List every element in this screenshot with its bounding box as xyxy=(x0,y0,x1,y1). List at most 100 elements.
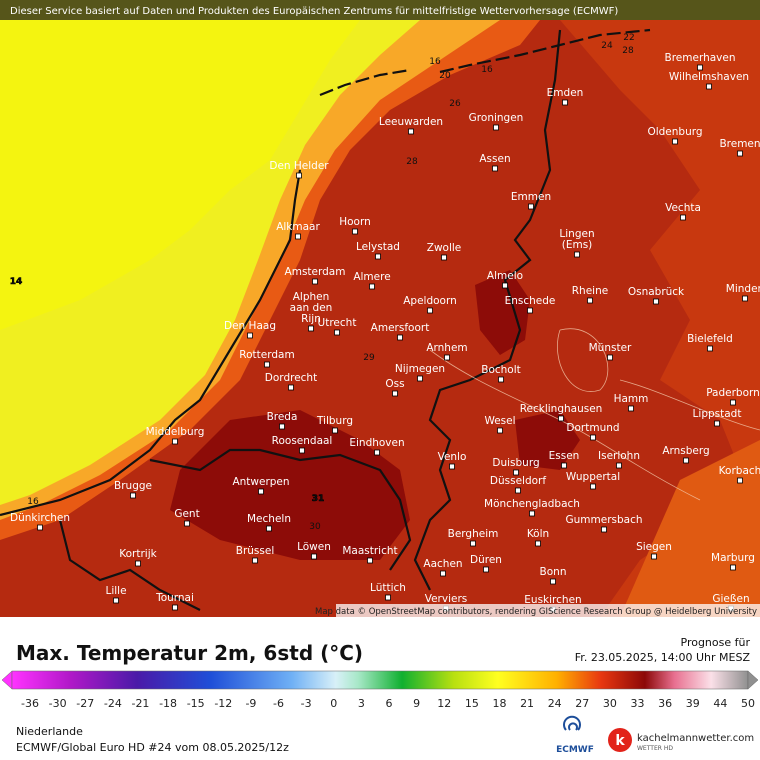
city-label: Rheine xyxy=(572,285,608,297)
city-label: aan den xyxy=(290,302,333,314)
city-marker xyxy=(672,138,678,145)
city-label: Tournai xyxy=(155,592,194,604)
city-marker xyxy=(707,345,713,352)
city-label: Duisburg xyxy=(492,457,539,469)
city-marker xyxy=(352,228,358,235)
colorbar-tick-label: 6 xyxy=(386,697,393,710)
city-label: Verviers xyxy=(425,593,468,605)
city-marker xyxy=(296,172,302,179)
city-marker xyxy=(737,477,743,484)
colorbar-tick-label: -6 xyxy=(273,697,284,710)
contour-label-layer: 16 20 16 24 22 28 26 28 14 29 31 30 16 xyxy=(9,33,634,532)
city-marker xyxy=(385,594,391,601)
city-marker xyxy=(502,282,508,289)
city-label: Brüssel xyxy=(236,545,275,557)
city-label: (Ems) xyxy=(562,239,593,251)
city-marker xyxy=(616,462,622,469)
city-label: Rijn xyxy=(301,313,321,325)
city-label: Oss xyxy=(385,378,404,390)
city-label: Gent xyxy=(174,508,199,520)
brand-icon-letter: k xyxy=(615,733,625,749)
colorbar-tick-label: -9 xyxy=(245,697,256,710)
forecast-label: Prognose für xyxy=(681,636,751,649)
city-marker xyxy=(135,560,141,567)
colorbar: -36 -30 -27 -24 -21 -18 -15 -12 -9 -6 -3 0 3 6 9 12 15 18… xyxy=(1,670,759,710)
city-label: Antwerpen xyxy=(232,476,289,488)
city-label: Tilburg xyxy=(316,415,353,427)
city-marker xyxy=(367,557,373,564)
city-label: Oldenburg xyxy=(647,126,702,138)
city-marker xyxy=(374,449,380,456)
city-label: Amsterdam xyxy=(285,266,346,278)
city-marker xyxy=(683,457,689,464)
city-marker xyxy=(515,487,521,494)
city-label: Almere xyxy=(353,271,390,283)
hot-zone-belgium xyxy=(170,410,410,560)
city-label: Nijmegen xyxy=(395,363,445,375)
hot-zone-ruhr xyxy=(515,410,580,470)
brand-name[interactable]: kachelmannwetter.com xyxy=(637,733,754,744)
city-marker xyxy=(528,203,534,210)
city-marker xyxy=(730,564,736,571)
city-label: Siegen xyxy=(636,541,672,553)
city-label: Köln xyxy=(527,528,549,540)
city-label: Almelo xyxy=(487,270,523,282)
city-marker xyxy=(561,462,567,469)
city-label: Breda xyxy=(267,411,298,423)
colorbar-tick-label: -3 xyxy=(301,697,312,710)
colorbar-arrow-left xyxy=(1,670,13,690)
brand-logo[interactable]: k kachelmannwetter.com WETTER HD xyxy=(608,728,754,752)
attribution-bg xyxy=(336,604,760,617)
city-label: Arnsberg xyxy=(662,445,709,457)
city-label: Bielefeld xyxy=(687,333,733,345)
city-label: Emden xyxy=(547,87,584,99)
city-label: Aachen xyxy=(423,558,462,570)
city-label: Marburg xyxy=(711,552,755,564)
city-marker xyxy=(299,447,305,454)
forecast-time: Fr. 23.05.2025, 14:00 Uhr MESZ xyxy=(575,651,751,664)
city-label: Wesel xyxy=(484,415,515,427)
city-label: Alkmaar xyxy=(276,221,320,233)
city-label: Roosendaal xyxy=(272,435,333,447)
colorbar-tick-label: 30 xyxy=(603,697,617,710)
city-marker xyxy=(441,254,447,261)
colorbar-bar xyxy=(11,670,749,690)
city-label: Alphen xyxy=(293,291,330,303)
city-marker xyxy=(628,405,634,412)
city-label: Bonn xyxy=(540,566,567,578)
city-label: Dortmund xyxy=(566,422,619,434)
city-marker xyxy=(311,553,317,560)
city-label: Leeuwarden xyxy=(379,116,443,128)
city-marker xyxy=(37,524,43,531)
city-marker xyxy=(680,214,686,221)
city-marker xyxy=(587,297,593,304)
city-label: Minden xyxy=(726,283,760,295)
city-marker xyxy=(392,390,398,397)
colorbar-tick-label: -30 xyxy=(49,697,67,710)
city-marker xyxy=(444,354,450,361)
header-bar xyxy=(0,0,760,20)
city-marker xyxy=(562,99,568,106)
city-label: Euskirchen xyxy=(524,594,581,606)
city-marker xyxy=(247,332,253,339)
colorbar-tick-label: 44 xyxy=(713,697,727,710)
city-label: Utrecht xyxy=(318,317,357,329)
city-label: Düren xyxy=(470,554,502,566)
city-label: Mönchengladbach xyxy=(484,498,580,510)
city-label: Münster xyxy=(589,342,632,354)
city-marker xyxy=(266,525,272,532)
city-marker xyxy=(417,375,423,382)
city-label: Lelystad xyxy=(356,241,400,253)
city-marker xyxy=(737,150,743,157)
warm-zone-east xyxy=(560,20,760,617)
city-label: Assen xyxy=(479,153,510,165)
colorbar-tick-label: 36 xyxy=(658,697,672,710)
city-marker xyxy=(288,384,294,391)
brand-sub: WETTER HD xyxy=(637,745,673,752)
header-notice: Dieser Service basiert auf Daten und Pro… xyxy=(10,6,618,17)
city-label: Eindhoven xyxy=(349,437,404,449)
contour-label: 28 xyxy=(622,46,634,56)
city-marker xyxy=(130,492,136,499)
city-label: Paderborn xyxy=(706,387,760,399)
